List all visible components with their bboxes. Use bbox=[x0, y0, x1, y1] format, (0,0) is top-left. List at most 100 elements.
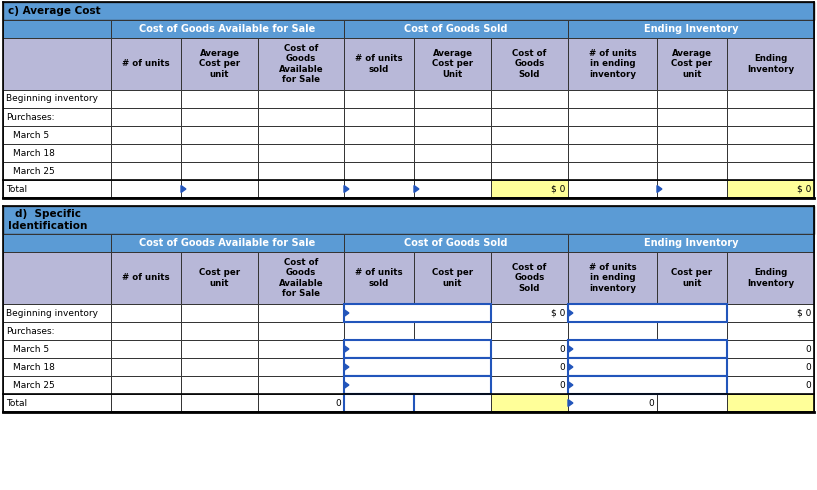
Bar bbox=[181, 304, 258, 322]
Bar bbox=[568, 358, 657, 376]
Bar bbox=[568, 394, 657, 412]
Bar bbox=[344, 108, 414, 126]
Bar bbox=[344, 180, 414, 198]
Bar bbox=[657, 162, 727, 180]
Bar bbox=[568, 358, 727, 376]
Polygon shape bbox=[344, 382, 349, 389]
Bar bbox=[414, 394, 491, 412]
Bar bbox=[3, 90, 111, 108]
Bar bbox=[111, 180, 181, 198]
Bar bbox=[727, 180, 814, 198]
Text: 0: 0 bbox=[806, 381, 811, 390]
Text: 0: 0 bbox=[560, 363, 565, 371]
Bar bbox=[657, 90, 727, 108]
Bar bbox=[344, 376, 491, 394]
Bar bbox=[414, 180, 491, 198]
Text: Beginning inventory: Beginning inventory bbox=[6, 95, 98, 103]
Bar bbox=[258, 322, 344, 340]
Bar bbox=[414, 126, 491, 144]
Bar bbox=[111, 304, 181, 322]
Text: Cost of
Goods
Sold: Cost of Goods Sold bbox=[512, 49, 547, 79]
Text: # of units
in ending
inventory: # of units in ending inventory bbox=[589, 263, 636, 293]
Text: 0: 0 bbox=[560, 344, 565, 353]
Bar bbox=[181, 322, 258, 340]
Text: d)  Specific
Identification: d) Specific Identification bbox=[8, 209, 87, 231]
Bar bbox=[258, 126, 344, 144]
Bar bbox=[491, 126, 568, 144]
Bar bbox=[344, 340, 414, 358]
Text: Cost of Goods Sold: Cost of Goods Sold bbox=[404, 24, 507, 34]
Text: # of units
in ending
inventory: # of units in ending inventory bbox=[589, 49, 636, 79]
Bar bbox=[414, 376, 491, 394]
Text: 0: 0 bbox=[648, 398, 654, 408]
Bar bbox=[181, 162, 258, 180]
Bar bbox=[414, 162, 491, 180]
Polygon shape bbox=[568, 345, 573, 352]
Bar bbox=[568, 304, 657, 322]
Bar bbox=[657, 358, 727, 376]
Polygon shape bbox=[568, 399, 573, 407]
Text: Total: Total bbox=[6, 185, 27, 194]
Bar bbox=[181, 126, 258, 144]
Bar bbox=[344, 394, 414, 412]
Bar bbox=[657, 108, 727, 126]
Polygon shape bbox=[657, 186, 662, 193]
Bar bbox=[657, 304, 727, 322]
Bar bbox=[111, 162, 181, 180]
Text: Cost per
unit: Cost per unit bbox=[672, 269, 712, 288]
Bar bbox=[344, 252, 414, 304]
Bar bbox=[181, 252, 258, 304]
Bar bbox=[414, 304, 491, 322]
Text: March 25: March 25 bbox=[13, 381, 55, 390]
Bar bbox=[491, 304, 568, 322]
Bar bbox=[258, 394, 344, 412]
Bar bbox=[491, 108, 568, 126]
Polygon shape bbox=[344, 364, 349, 370]
Bar bbox=[181, 108, 258, 126]
Bar bbox=[414, 340, 491, 358]
Bar bbox=[491, 252, 568, 304]
Bar bbox=[491, 358, 568, 376]
Bar bbox=[657, 340, 727, 358]
Polygon shape bbox=[414, 186, 419, 193]
Bar bbox=[3, 126, 111, 144]
Text: 0: 0 bbox=[806, 344, 811, 353]
Bar bbox=[111, 20, 344, 38]
Bar bbox=[568, 108, 657, 126]
Bar bbox=[568, 340, 727, 358]
Bar bbox=[111, 376, 181, 394]
Polygon shape bbox=[568, 382, 573, 389]
Text: March 25: March 25 bbox=[13, 167, 55, 175]
Text: Cost per
unit: Cost per unit bbox=[199, 269, 240, 288]
Bar bbox=[258, 252, 344, 304]
Bar bbox=[3, 376, 111, 394]
Bar bbox=[181, 180, 258, 198]
Text: $ 0: $ 0 bbox=[797, 309, 811, 318]
Bar bbox=[3, 394, 111, 412]
Bar bbox=[568, 234, 814, 252]
Bar bbox=[491, 144, 568, 162]
Bar bbox=[258, 340, 344, 358]
Text: Cost per
unit: Cost per unit bbox=[432, 269, 473, 288]
Bar bbox=[258, 180, 344, 198]
Bar bbox=[181, 376, 258, 394]
Bar bbox=[3, 2, 814, 20]
Text: $ 0: $ 0 bbox=[551, 185, 565, 194]
Bar bbox=[111, 90, 181, 108]
Text: Total: Total bbox=[6, 398, 27, 408]
Bar bbox=[344, 358, 414, 376]
Text: March 5: March 5 bbox=[13, 344, 49, 353]
Bar bbox=[3, 234, 111, 252]
Text: 0: 0 bbox=[335, 398, 341, 408]
Bar bbox=[258, 144, 344, 162]
Text: Ending Inventory: Ending Inventory bbox=[644, 24, 739, 34]
Bar bbox=[3, 38, 111, 90]
Text: Average
Cost per
unit: Average Cost per unit bbox=[199, 49, 240, 79]
Bar bbox=[727, 394, 814, 412]
Bar bbox=[568, 90, 657, 108]
Bar bbox=[568, 252, 657, 304]
Bar bbox=[258, 304, 344, 322]
Bar bbox=[491, 376, 568, 394]
Bar bbox=[344, 144, 414, 162]
Text: # of units: # of units bbox=[123, 273, 170, 283]
